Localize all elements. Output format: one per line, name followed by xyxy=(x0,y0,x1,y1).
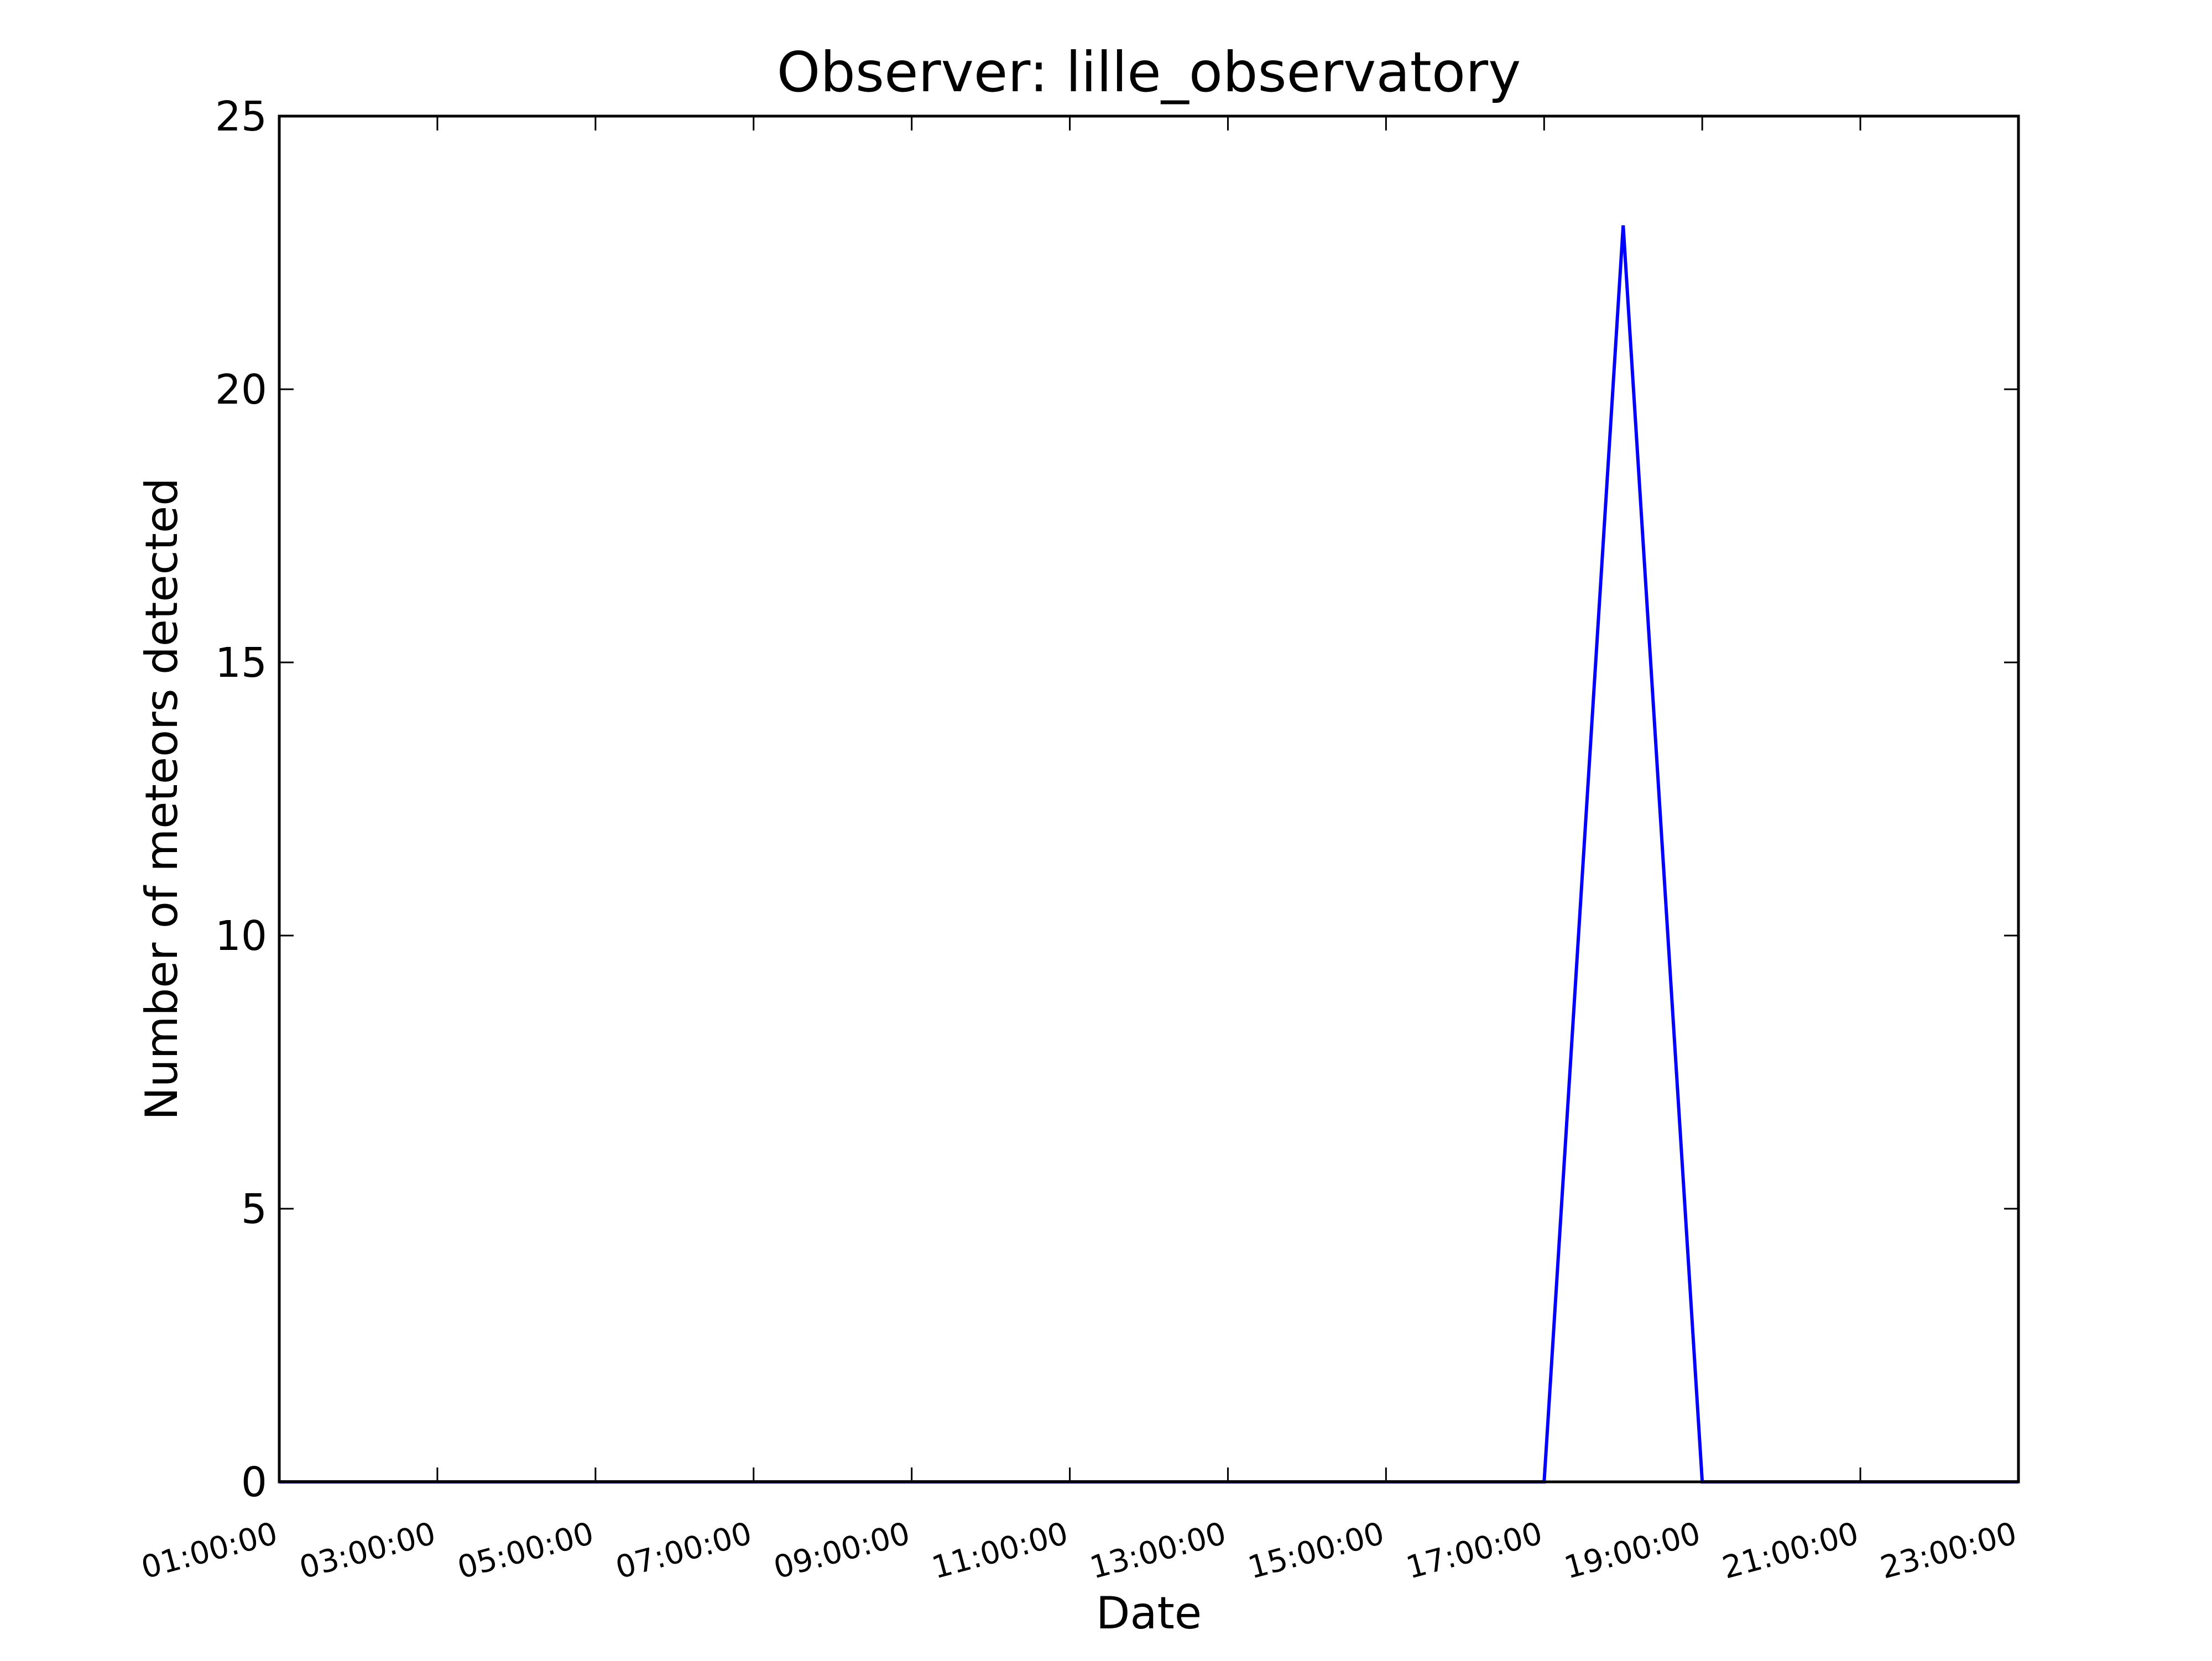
y-tick-label: 20 xyxy=(215,366,267,414)
y-tick-label: 10 xyxy=(215,912,267,960)
y-tick-label: 0 xyxy=(241,1459,267,1506)
plot-frame xyxy=(278,114,2020,1484)
chart-title: Observer: lille_observatory xyxy=(777,40,1521,105)
y-axis-label: Number of meteors detected xyxy=(136,478,187,1120)
labels-layer: Observer: lille_observatory Date Number … xyxy=(136,40,1521,1639)
x-axis-label: Date xyxy=(1096,1587,1202,1639)
y-tick-label: 5 xyxy=(241,1185,267,1233)
y-tick-label: 25 xyxy=(215,93,267,140)
y-tick-label: 15 xyxy=(215,639,267,687)
